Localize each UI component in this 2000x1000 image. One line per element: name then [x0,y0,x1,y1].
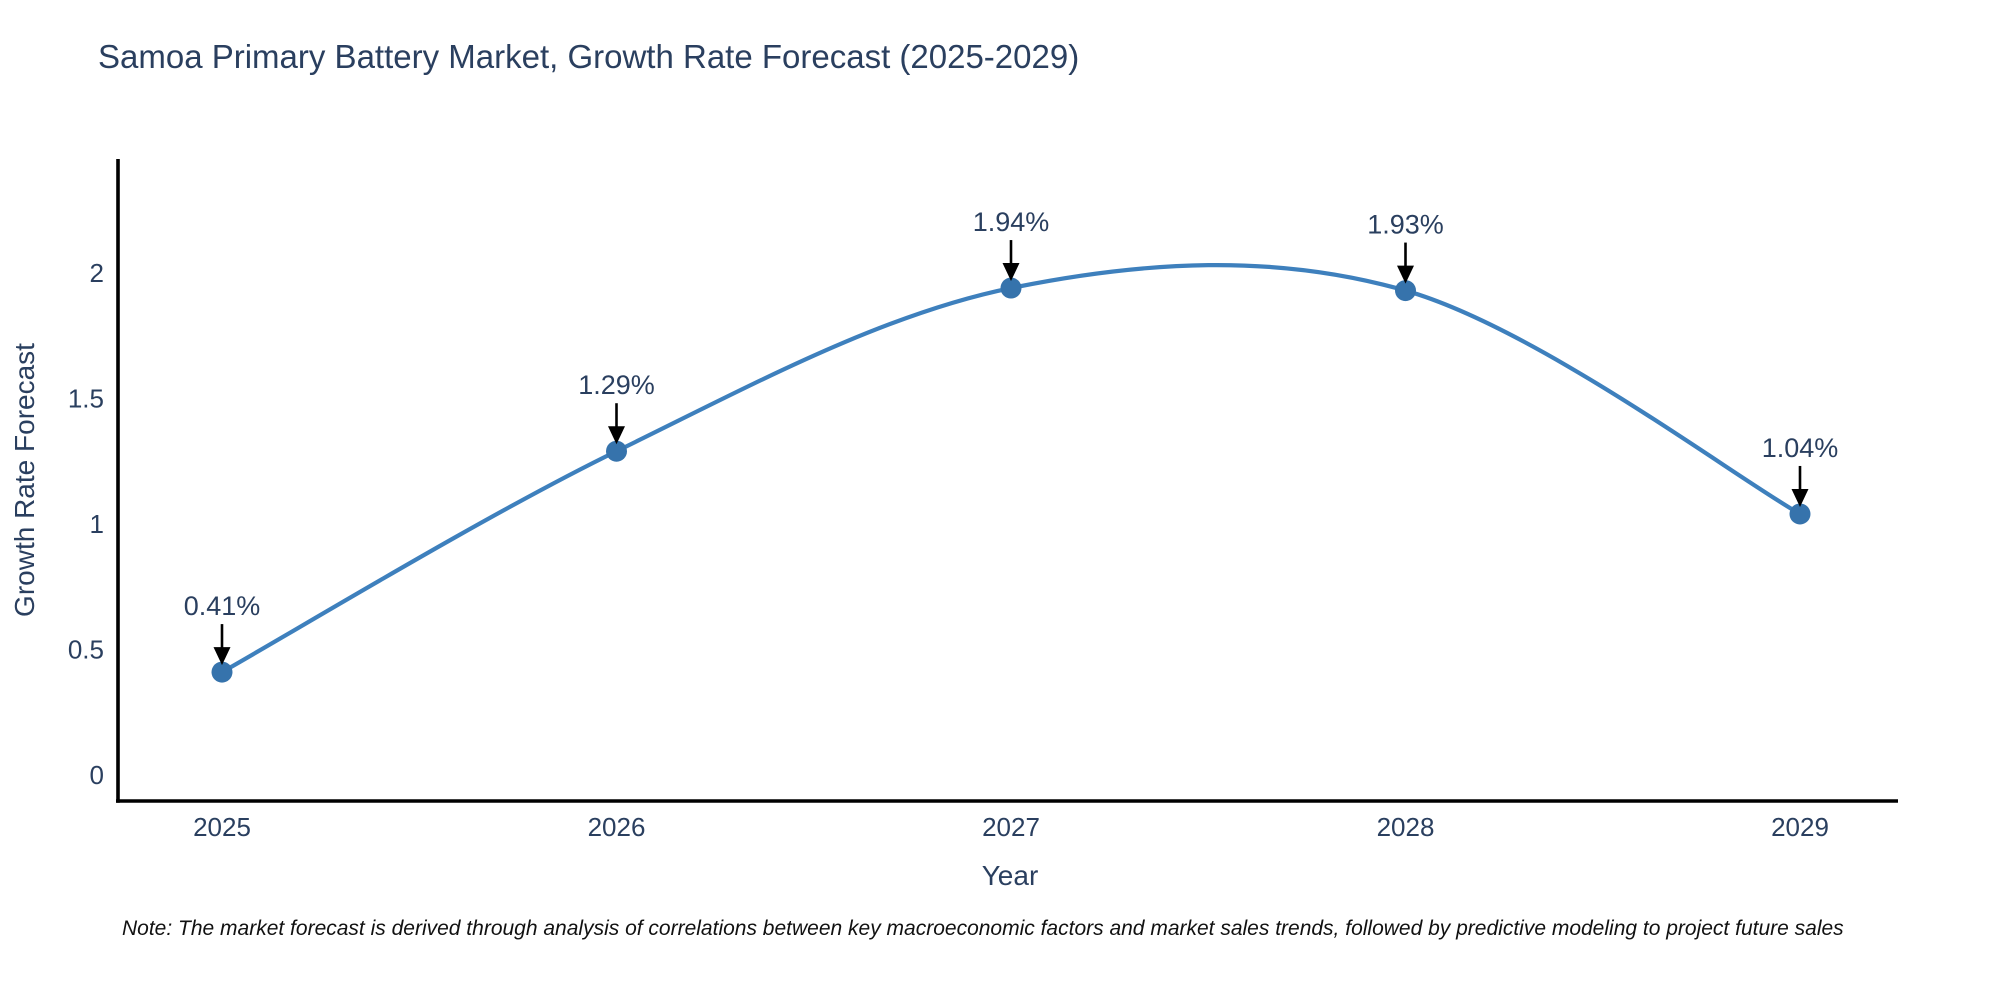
x-tick-label: 2026 [588,812,646,842]
y-axis-title: Growth Rate Forecast [9,343,40,617]
point-value-label: 1.04% [1762,433,1839,463]
forecast-line [219,263,1803,675]
x-tick-label: 2028 [1377,812,1435,842]
annotation-arrowhead-icon [1397,265,1414,284]
x-tick-label: 2027 [982,812,1040,842]
data-point-marker [606,440,627,462]
y-tick-label: 1 [90,509,104,539]
point-value-label: 1.93% [1367,210,1444,240]
point-value-label: 1.29% [578,370,655,400]
y-tick-label: 2 [90,258,104,288]
y-tick-label: 0.5 [68,635,104,665]
x-tick-label: 2029 [1771,812,1829,842]
data-point-marker [1395,280,1416,302]
annotation-arrowhead-icon [1002,263,1020,282]
data-point-marker [1789,503,1811,525]
y-tick-label: 1.5 [68,384,104,414]
data-point-marker [211,661,233,683]
data-point-marker [1000,277,1022,299]
x-tick-label: 2025 [193,812,251,842]
annotation-arrowhead-icon [608,426,625,445]
x-axis-title: Year [982,860,1039,891]
footnote: Note: The market forecast is derived thr… [122,917,1844,940]
annotation-arrowhead-icon [1791,488,1809,507]
y-tick-label: 0 [90,760,104,790]
annotation-arrowhead-icon [213,647,231,666]
point-value-label: 1.94% [973,207,1050,237]
chart-title: Samoa Primary Battery Market, Growth Rat… [98,38,1080,75]
point-value-label: 0.41% [184,591,261,621]
